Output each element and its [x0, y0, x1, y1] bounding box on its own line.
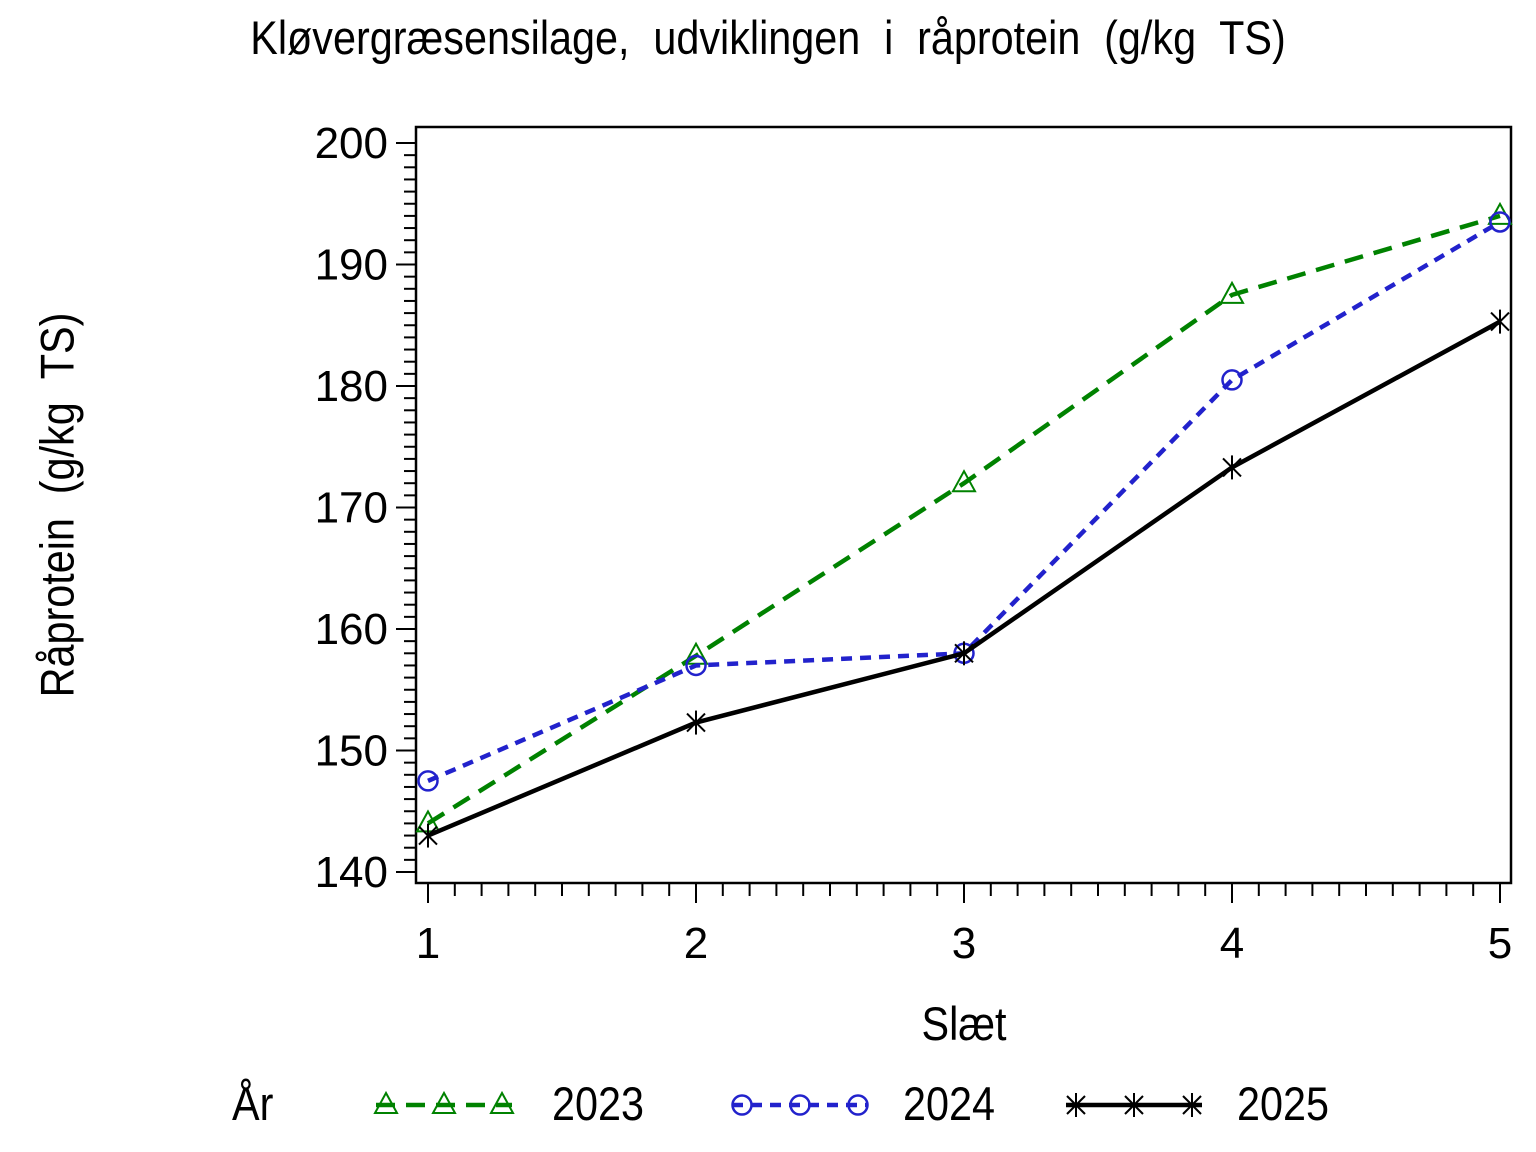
triangle-marker — [489, 1090, 515, 1114]
y-tick-label: 170 — [315, 484, 388, 533]
series-2024-line — [427, 220, 1502, 783]
circle-marker — [1489, 211, 1511, 233]
y-tick-label: 140 — [315, 848, 388, 897]
y-tick-label: 150 — [315, 727, 388, 776]
circle-marker — [417, 770, 439, 792]
legend-label-2023: 2023 — [552, 1077, 645, 1130]
circle-marker — [685, 654, 707, 677]
x-axis-ticks — [427, 883, 1501, 903]
y-tick-label: 180 — [315, 362, 388, 411]
asterisk-marker — [1182, 1093, 1202, 1117]
asterisk-marker — [1490, 309, 1510, 334]
series-2024 — [417, 211, 1511, 792]
circle-marker — [731, 1094, 753, 1116]
asterisk-marker — [1124, 1093, 1144, 1117]
x-tick-label: 5 — [1488, 919, 1512, 968]
x-tick-labels: 1 2 3 4 5 — [416, 919, 1512, 968]
y-axis-ticks — [396, 142, 416, 873]
x-axis-title: Slæt — [921, 997, 1007, 1050]
circle-marker — [789, 1094, 811, 1116]
asterisk-marker — [954, 641, 974, 666]
x-tick-label: 3 — [952, 919, 976, 968]
triangle-marker — [951, 469, 977, 493]
triangle-marker — [1487, 201, 1513, 225]
x-tick-label: 1 — [416, 919, 440, 968]
legend-title: År — [232, 1077, 274, 1130]
y-tick-label: 160 — [315, 605, 388, 654]
y-tick-labels: 140 150 160 170 180 190 200 — [315, 119, 388, 897]
asterisk-marker — [1066, 1093, 1086, 1117]
legend-swatch-2024 — [731, 1094, 869, 1116]
plot-area: 140 150 160 170 180 190 200 1 2 3 4 5 — [315, 119, 1513, 968]
series-2025 — [418, 309, 1510, 848]
legend-label-2024: 2024 — [903, 1077, 996, 1130]
asterisk-marker — [686, 710, 706, 735]
y-tick-label: 190 — [315, 241, 388, 290]
chart-title: Kløvergræsensilage, udviklingen i råprot… — [250, 11, 1286, 64]
legend-label-2025: 2025 — [1237, 1077, 1330, 1130]
asterisk-marker — [1222, 455, 1242, 480]
triangle-marker — [373, 1090, 399, 1114]
legend: År 2023 2024 2025 — [0, 1076, 1536, 1140]
triangle-marker — [431, 1090, 457, 1114]
series-2025-line — [427, 319, 1502, 838]
x-tick-label: 2 — [684, 919, 708, 968]
legend-swatch-2023 — [373, 1090, 515, 1114]
series-2023 — [415, 201, 1513, 833]
circle-marker — [1221, 369, 1243, 391]
circle-marker — [847, 1094, 869, 1116]
series-2023-line — [426, 213, 1501, 826]
x-tick-label: 4 — [1220, 919, 1244, 968]
y-tick-label: 200 — [315, 119, 388, 168]
legend-swatch-2025 — [1066, 1093, 1202, 1117]
triangle-marker — [1219, 280, 1245, 304]
asterisk-marker — [418, 823, 438, 848]
